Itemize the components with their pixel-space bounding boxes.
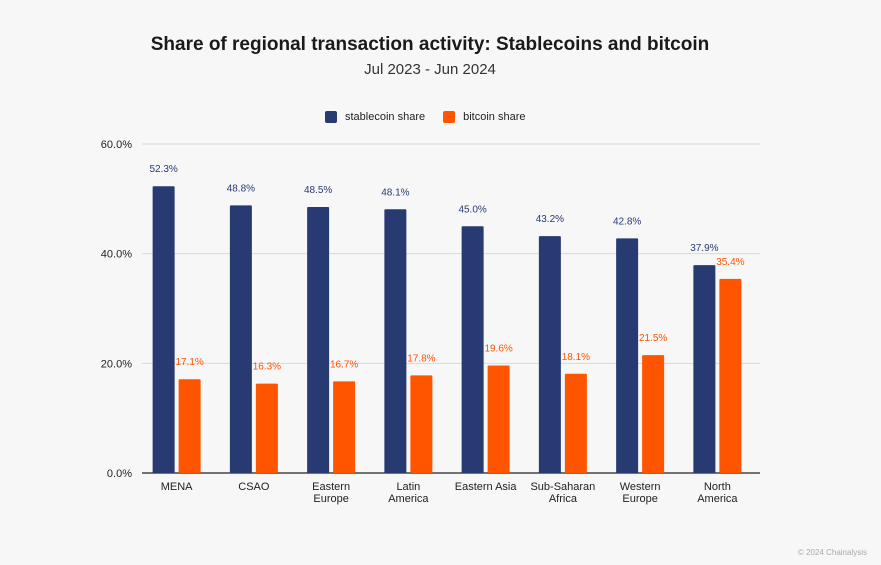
bar-bitcoin [564,373,587,473]
y-tick-label: 20.0% [101,358,132,370]
data-label-bitcoin: 18.1% [562,352,590,363]
data-label-stablecoin: 48.8% [227,183,255,194]
x-tick-label: Latin [396,481,420,493]
bar-stablecoin [461,226,484,473]
data-label-stablecoin: 45.0% [458,204,486,215]
y-tick-label: 0.0% [107,468,132,480]
bar-bitcoin [333,381,356,473]
bar-stablecoin [616,238,639,473]
x-tick-label: Europe [622,493,657,505]
x-tick-label: America [388,493,429,505]
y-tick-label: 40.0% [101,249,132,261]
bar-bitcoin [410,375,433,473]
x-tick-label: Western [620,481,661,493]
x-tick-label: Africa [549,493,578,505]
legend-swatch-stablecoin [325,111,337,123]
bar-stablecoin [538,236,561,473]
copyright-footer: © 2024 Chainalysis [797,548,867,557]
bar-stablecoin [229,205,252,473]
chart-legend: stablecoin share bitcoin share [325,108,543,126]
legend-label-stablecoin: stablecoin share [345,111,426,123]
data-label-stablecoin: 52.3% [149,164,177,175]
bar-bitcoin [642,355,665,473]
data-label-stablecoin: 43.2% [536,214,564,225]
bar-stablecoin [307,207,330,473]
x-tick-label: America [697,493,738,505]
bar-stablecoin [384,209,407,474]
bar-stablecoin [693,265,716,473]
data-label-bitcoin: 16.7% [330,359,358,370]
data-label-bitcoin: 16.3% [253,362,281,373]
data-label-stablecoin: 42.8% [613,216,641,227]
data-label-bitcoin: 19.6% [484,344,512,355]
x-tick-label: North [704,481,731,493]
x-tick-label: Sub-Saharan [530,481,595,493]
data-label-stablecoin: 48.1% [381,187,409,198]
x-tick-label: Europe [313,493,348,505]
legend-label-bitcoin: bitcoin share [463,111,526,123]
bar-bitcoin [255,383,278,473]
x-tick-label: Eastern Asia [455,481,518,493]
legend-item-stablecoin: stablecoin share [325,111,425,123]
bar-bitcoin [178,379,201,473]
x-tick-label: CSAO [238,481,270,493]
chart-subtitle: Jul 2023 - Jun 2024 [364,61,496,78]
data-label-bitcoin: 21.5% [639,333,667,344]
data-label-stablecoin: 48.5% [304,185,332,196]
data-label-stablecoin: 37.9% [690,243,718,254]
bar-bitcoin [719,278,742,473]
chart-title: Share of regional transaction activity: … [150,34,710,55]
x-tick-label: MENA [161,481,193,493]
bar-stablecoin [152,186,175,473]
data-label-bitcoin: 35.4% [716,257,744,268]
legend-item-bitcoin: bitcoin share [443,111,525,123]
data-label-bitcoin: 17.1% [175,357,203,368]
data-label-bitcoin: 17.8% [407,353,435,364]
y-tick-label: 60.0% [101,139,132,151]
x-tick-label: Eastern [312,481,350,493]
legend-swatch-bitcoin [443,111,456,123]
bar-bitcoin [487,365,510,473]
